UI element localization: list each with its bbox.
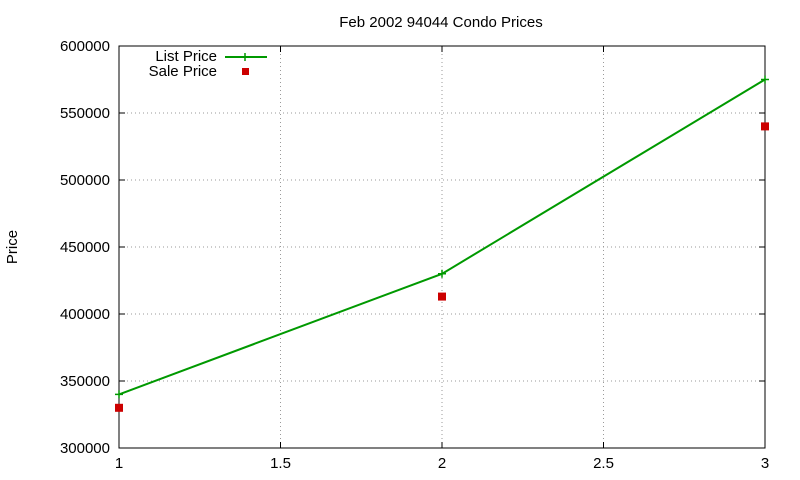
data-point [438, 292, 446, 301]
y-tick-label: 450000 [60, 239, 110, 256]
data-point [761, 75, 769, 84]
data-point [438, 269, 446, 278]
x-tick-label: 2 [438, 455, 446, 472]
x-axis: 1 1.5 2 2.5 3 [115, 46, 769, 472]
legend-marker-list-price [241, 53, 249, 61]
y-tick-label: 300000 [60, 440, 110, 457]
y-tick-label: 550000 [60, 105, 110, 122]
y-axis-label: Price [4, 230, 21, 264]
y-tick-label: 400000 [60, 306, 110, 323]
x-tick-label: 3 [761, 455, 769, 472]
data-point [761, 122, 769, 131]
data-point [115, 390, 123, 399]
legend-label-sale-price: Sale Price [149, 63, 217, 80]
legend-marker-sale-price [242, 68, 249, 75]
data-point [115, 403, 123, 412]
x-tick-label: 1.5 [270, 455, 291, 472]
y-tick-label: 350000 [60, 373, 110, 390]
legend-label-list-price: List Price [155, 48, 217, 65]
chart-title: Feb 2002 94044 Condo Prices [339, 14, 542, 31]
y-tick-label: 600000 [60, 38, 110, 55]
series-layer [115, 75, 769, 412]
series-sale-price [115, 122, 769, 412]
x-tick-label: 1 [115, 455, 123, 472]
grid-lines [119, 46, 765, 448]
legend: List Price Sale Price [149, 48, 267, 80]
series-list-price [115, 75, 769, 399]
x-tick-label: 2.5 [593, 455, 614, 472]
y-axis: 300000 350000 400000 450000 500000 550000 6000… [60, 38, 765, 457]
y-tick-label: 500000 [60, 172, 110, 189]
